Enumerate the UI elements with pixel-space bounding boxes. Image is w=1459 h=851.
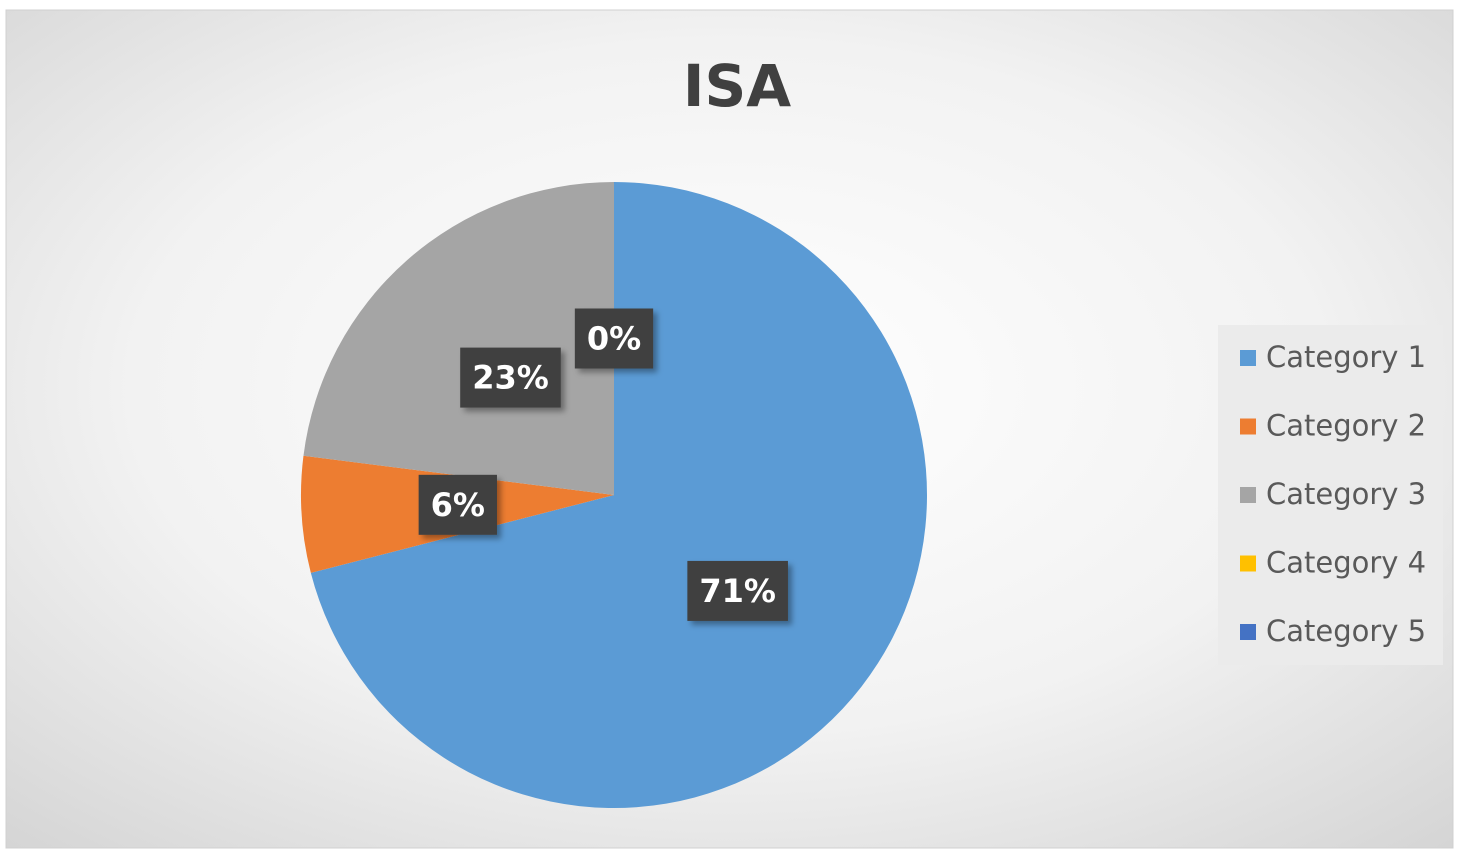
data-label: 6%	[431, 486, 485, 524]
data-label-box	[687, 560, 788, 621]
legend-label: Category 5	[1266, 614, 1426, 648]
pie-slice	[303, 182, 614, 495]
legend-swatch	[1240, 624, 1256, 640]
chart-title: ISA	[683, 52, 791, 120]
legend-label: Category 3	[1266, 477, 1426, 511]
data-label: 71%	[699, 572, 776, 610]
legend-swatch	[1240, 418, 1256, 435]
data-label-box	[418, 474, 497, 535]
data-label: 23%	[472, 359, 549, 397]
data-label-box	[460, 347, 561, 408]
legend-swatch	[1240, 555, 1256, 572]
pie-slice	[310, 182, 927, 809]
legend-label: Category 4	[1266, 546, 1426, 580]
data-label-box	[574, 308, 654, 369]
legend-label: Category 1	[1266, 340, 1426, 374]
legend-swatch	[1240, 487, 1256, 503]
data-label: 0%	[587, 320, 641, 358]
legend-label: Category 2	[1266, 409, 1426, 443]
legend-swatch	[1240, 350, 1256, 366]
